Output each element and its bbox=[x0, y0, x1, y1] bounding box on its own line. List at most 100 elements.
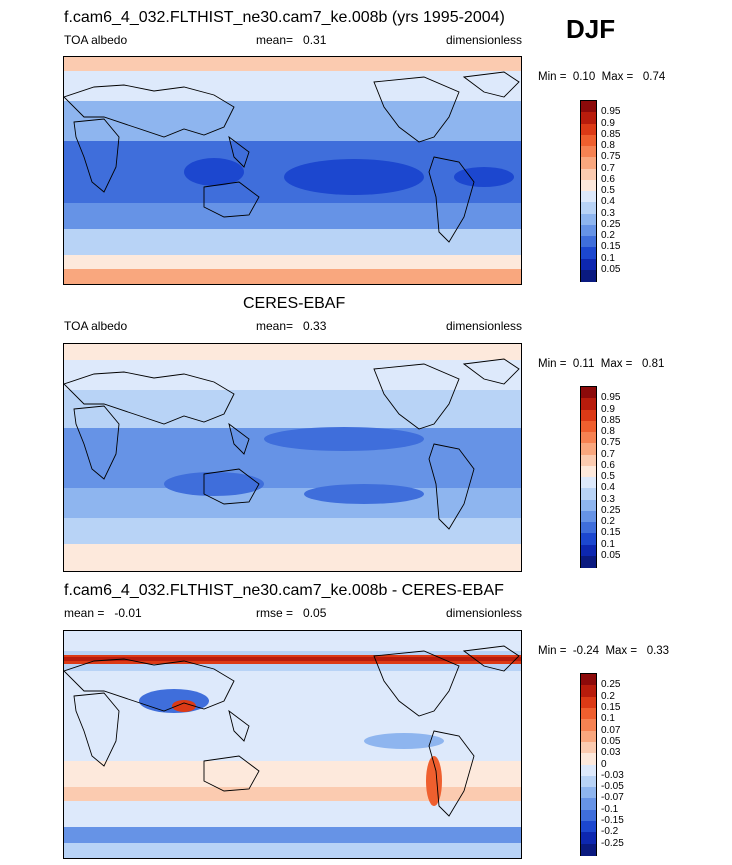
colorbar-tick-label: 0.75 bbox=[601, 151, 621, 163]
panel2-map bbox=[63, 343, 522, 572]
colorbar-tick-label: 0.95 bbox=[601, 392, 621, 404]
panel2-max-key: Max = bbox=[600, 358, 633, 370]
panel3-units: dimensionless bbox=[446, 606, 523, 620]
panel1-min-value: 0.10 bbox=[572, 71, 596, 83]
indian-low-albedo bbox=[184, 158, 244, 186]
asia-negative bbox=[139, 689, 209, 713]
colorbar-tick-label: 0.5 bbox=[601, 185, 615, 196]
colorbar-swatch bbox=[581, 499, 596, 512]
colorbar-swatch bbox=[581, 454, 596, 467]
panel1-coastlines bbox=[64, 71, 520, 243]
colorbar-swatch bbox=[581, 258, 596, 271]
colorbar-swatch bbox=[581, 809, 596, 822]
colorbar-tick-label: 0.4 bbox=[601, 482, 615, 494]
panel1-variable-label: TOA albedo bbox=[64, 33, 128, 47]
panel3-minmax: Min = -0.24 Max = 0.33 bbox=[538, 645, 669, 657]
colorbar-swatch bbox=[581, 555, 596, 568]
panel3-mean-key: mean = bbox=[64, 606, 105, 620]
colorbar-swatch bbox=[581, 753, 596, 765]
colorbar-tick-label: 0.9 bbox=[601, 403, 615, 415]
panel2-min-value: 0.11 bbox=[572, 358, 595, 370]
colorbar-tick-label: 0.2 bbox=[601, 690, 615, 702]
colorbar-swatch bbox=[581, 477, 596, 489]
indian-low-albedo bbox=[164, 472, 264, 496]
colorbar-tick-label: 0.1 bbox=[601, 538, 615, 550]
colorbar-swatch bbox=[581, 741, 596, 754]
panel1-mean-label: mean= 0.31 bbox=[256, 33, 326, 47]
colorbar-swatch bbox=[581, 685, 596, 698]
colorbar-swatch bbox=[581, 168, 596, 181]
colorbar-swatch bbox=[581, 798, 596, 811]
colorbar-tick-label: 0.4 bbox=[601, 196, 615, 208]
colorbar-tick-label: 0.9 bbox=[601, 117, 615, 129]
colorbar-swatch bbox=[581, 213, 596, 226]
panel3-rmse-key: rmse = bbox=[256, 606, 294, 620]
panel1-max-value: 0.74 bbox=[642, 71, 666, 83]
colorbar-tick-label: 0 bbox=[601, 758, 607, 770]
pacific-low-albedo bbox=[284, 159, 424, 195]
band-south-sub bbox=[64, 203, 521, 229]
colorbar-swatch bbox=[581, 764, 596, 777]
band-arctic-edge-core bbox=[64, 657, 521, 661]
panel3-rmse-value: 0.05 bbox=[303, 606, 327, 620]
colorbar-tick-label: 0.15 bbox=[601, 527, 621, 539]
colorbar-tick-label: 0.8 bbox=[601, 426, 615, 437]
colorbar-tick-label: -0.1 bbox=[601, 803, 619, 815]
colorbar-tick-label: 0.05 bbox=[601, 735, 621, 747]
band-south-sub bbox=[64, 761, 521, 787]
colorbar-tick-label: 0.8 bbox=[601, 140, 615, 151]
panel3-title: f.cam6_4_032.FLTHIST_ne30.cam7_ke.008b -… bbox=[64, 582, 504, 599]
colorbar-swatch bbox=[581, 787, 596, 799]
colorbar-swatch bbox=[581, 821, 596, 833]
band-antarctic bbox=[64, 544, 521, 571]
colorbar-tick-label: 0.2 bbox=[601, 516, 615, 527]
colorbar-tick-label: 0.1 bbox=[601, 713, 615, 725]
colorbar-swatch bbox=[581, 247, 596, 259]
panel1-max-key: Max = bbox=[601, 71, 634, 83]
colorbar-tick-label: 0.6 bbox=[601, 173, 615, 185]
colorbar-swatch bbox=[581, 443, 596, 455]
panel2-coastlines bbox=[64, 358, 520, 530]
colorbar-tick-label: -0.07 bbox=[601, 792, 624, 804]
band-arctic bbox=[64, 344, 521, 360]
panel1-title: f.cam6_4_032.FLTHIST_ne30.cam7_ke.008b (… bbox=[64, 9, 505, 26]
colorbar-swatch bbox=[581, 409, 596, 422]
colorbar-swatch bbox=[581, 719, 596, 732]
band-antarctic bbox=[64, 269, 521, 284]
pacific-negative bbox=[364, 733, 444, 749]
colorbar-swatch bbox=[581, 674, 596, 686]
band-south-high bbox=[64, 255, 521, 269]
colorbar-swatch bbox=[581, 387, 596, 399]
panel2-mean-key: mean= bbox=[256, 319, 294, 333]
colorbar-swatch bbox=[581, 544, 596, 557]
colorbar-tick-label: 0.85 bbox=[601, 128, 621, 140]
colorbar-swatch bbox=[581, 696, 596, 709]
colorbar-tick-label: 0.5 bbox=[601, 471, 615, 482]
band-arctic bbox=[64, 57, 521, 71]
colorbar-swatch bbox=[581, 101, 596, 113]
panel1-map bbox=[63, 56, 522, 285]
band-south-mid bbox=[64, 787, 521, 801]
colorbar-swatch bbox=[581, 269, 596, 282]
panel1-min-key: Min = bbox=[538, 71, 567, 83]
panel1-minmax: Min = 0.10 Max = 0.74 bbox=[538, 71, 665, 83]
colorbar-swatch bbox=[581, 775, 596, 788]
colorbar-swatch bbox=[581, 420, 596, 433]
colorbar-swatch bbox=[581, 123, 596, 136]
colorbar-tick-label: 0.3 bbox=[601, 207, 615, 219]
panel3-rmse-label: rmse = 0.05 bbox=[256, 606, 326, 620]
panel1-units: dimensionless bbox=[446, 33, 523, 47]
china-positive bbox=[172, 700, 196, 712]
panel3-colorbar bbox=[580, 673, 597, 856]
colorbar-tick-label: 0.25 bbox=[601, 679, 621, 691]
colorbar-tick-label: 0.05 bbox=[601, 263, 621, 275]
band-south-mid bbox=[64, 229, 521, 255]
panel3-mean-value: -0.01 bbox=[114, 606, 142, 620]
colorbar-tick-label: -0.2 bbox=[601, 826, 619, 838]
panel1-mean-key: mean= bbox=[256, 33, 294, 47]
colorbar-swatch bbox=[581, 398, 596, 410]
colorbar-swatch bbox=[581, 832, 596, 845]
panel3-min-value: -0.24 bbox=[572, 645, 600, 657]
colorbar-swatch bbox=[581, 134, 596, 147]
colorbar-tick-label: 0.15 bbox=[601, 241, 621, 253]
